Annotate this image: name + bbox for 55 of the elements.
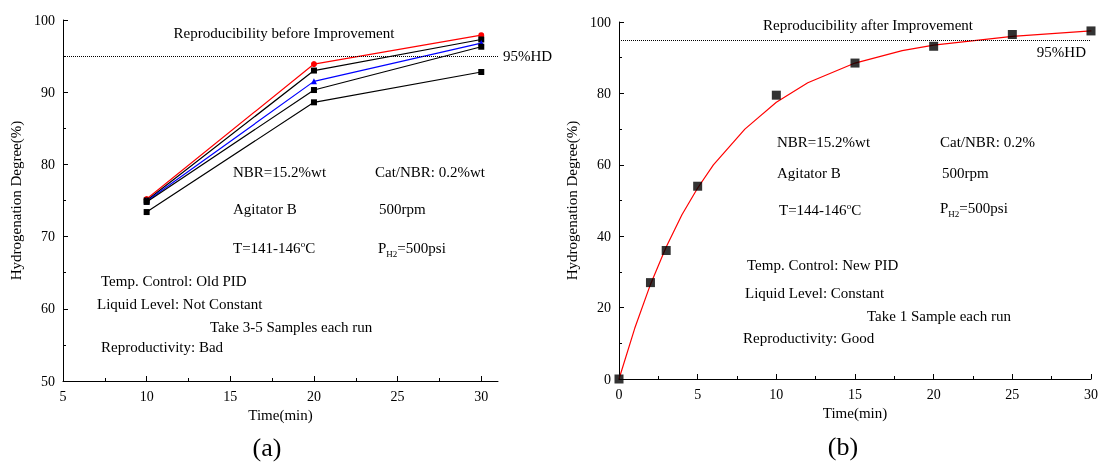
annotation: 500rpm <box>942 164 989 181</box>
x-tick-label: 15 <box>848 386 862 402</box>
x-axis-title: Time(min) <box>822 405 888 423</box>
y-tick-label: 80 <box>597 85 611 101</box>
annotation: T=141-146$^{o}$C <box>233 239 316 256</box>
x-tick-label: 10 <box>139 388 154 404</box>
annotation: T=144-146$^{o}$C <box>779 201 862 218</box>
annotation: Temp. Control: New PID <box>747 256 899 273</box>
y-tick-label: 20 <box>597 300 611 316</box>
annotation: Cat/NBR: 0.2% <box>940 133 1036 150</box>
y-tick-label: 70 <box>41 229 55 245</box>
x-tick-label: 20 <box>926 386 941 402</box>
x-axis-title: Time(min) <box>248 407 313 425</box>
annotation: Agitator B <box>233 200 297 217</box>
y-tick-label: 50 <box>41 373 55 389</box>
x-tick-label: 0 <box>615 386 623 402</box>
y-tick-label: 60 <box>597 157 611 173</box>
text: (a) <box>252 433 282 462</box>
annotation: Liquid Level: Constant <box>745 284 885 301</box>
x-tick-label: 30 <box>1084 386 1098 402</box>
x-tick-label: 30 <box>474 388 489 404</box>
annotation: NBR=15.2%wt <box>233 163 327 180</box>
x-tick-label: 5 <box>694 386 702 402</box>
annotation: 500rpm <box>379 200 426 217</box>
annotation: Agitator B <box>777 164 841 181</box>
y-tick-label: 60 <box>41 301 55 317</box>
annotation: P$_{H2}$=500psi <box>940 200 1008 219</box>
y-tick-label: 40 <box>597 228 611 244</box>
y-tick-label: 100 <box>590 14 611 30</box>
annotation: Liquid Level: Not Constant <box>97 295 263 312</box>
y-axis-title: Hydrogenation Degree(%) <box>563 120 581 281</box>
annotation: Reproductivity: Good <box>743 329 875 346</box>
x-tick-label: 10 <box>769 386 784 402</box>
y-tick-label: 80 <box>41 156 55 172</box>
chart-title: Reproducibility after Improvement <box>763 17 974 33</box>
x-tick-label: 20 <box>306 388 321 404</box>
chart-title: Reproducibility before Improvement <box>173 25 396 41</box>
x-tick-label: 5 <box>59 388 67 404</box>
x-tick-label: 15 <box>223 388 238 404</box>
annotation: Reproductivity: Bad <box>101 338 224 355</box>
ref-line-label: 95%HD <box>503 48 553 65</box>
y-axis-title: Hydrogenation Degree(%) <box>7 120 25 281</box>
annotation: Take 1 Sample each run <box>867 307 1011 324</box>
x-tick-label: 25 <box>390 388 405 404</box>
x-tick-label: 25 <box>1005 386 1020 402</box>
y-tick-label: 90 <box>41 84 55 100</box>
annotation: Temp. Control: Old PID <box>101 272 247 289</box>
y-tick-label: 100 <box>34 12 55 28</box>
annotation: Take 3-5 Samples each run <box>210 318 373 335</box>
ref-line-label: 95%HD <box>1036 44 1087 61</box>
y-tick-label: 0 <box>604 371 611 387</box>
annotation: P$_{H2}$=500psi <box>378 240 446 259</box>
annotation: Cat/NBR: 0.2%wt <box>375 163 486 180</box>
text: (b) <box>827 432 859 461</box>
annotation: NBR=15.2%wt <box>777 133 871 150</box>
